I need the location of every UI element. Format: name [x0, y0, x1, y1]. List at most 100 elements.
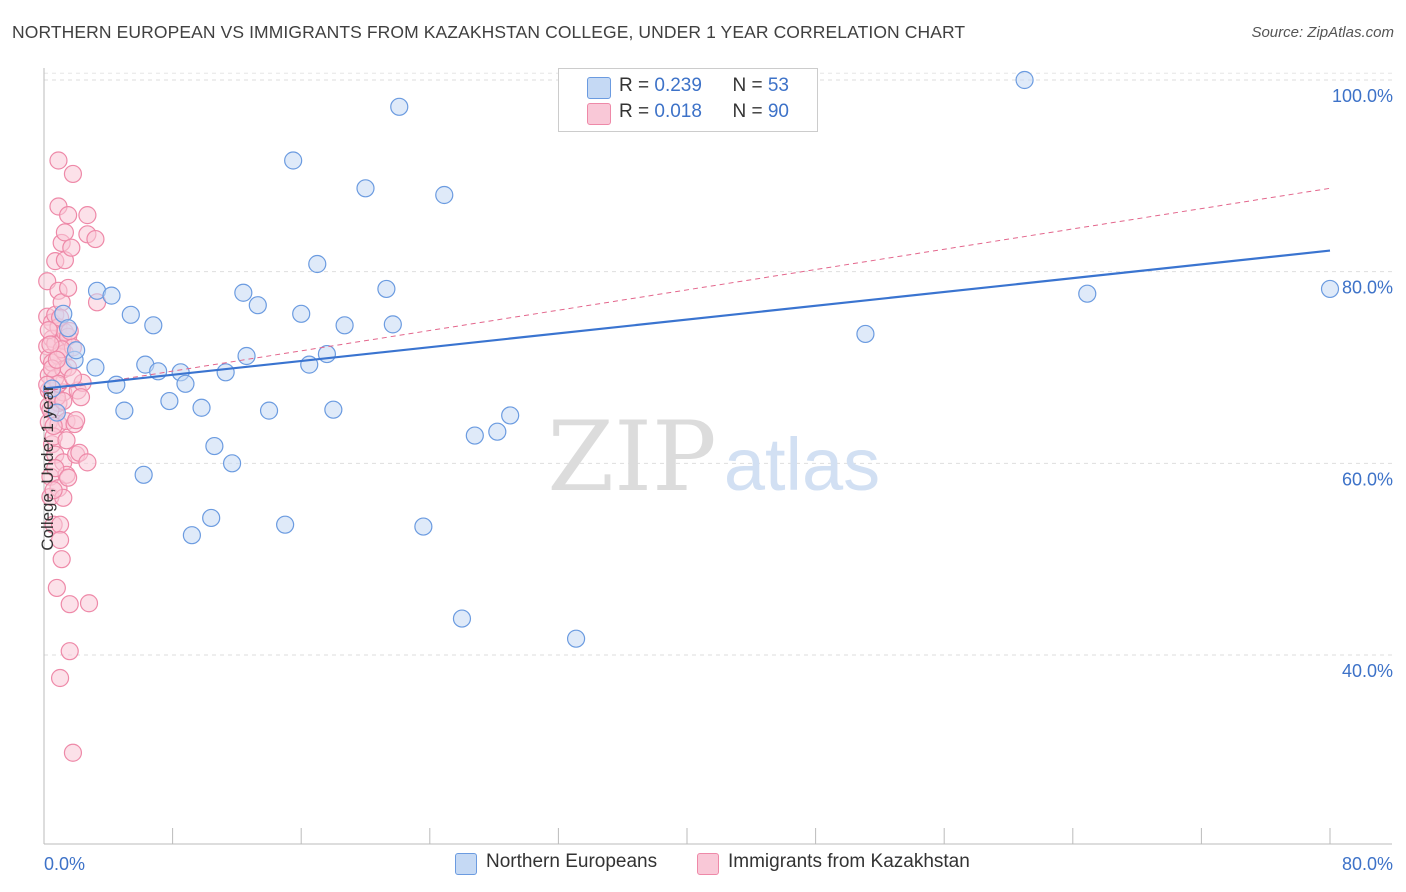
- y-tick-label: 60.0%: [1342, 469, 1393, 489]
- data-point: [452, 609, 472, 628]
- data-point: [356, 179, 375, 198]
- data-point: [50, 530, 70, 550]
- data-point: [488, 422, 507, 441]
- bottom-legend-blue: Northern Europeans: [486, 851, 658, 872]
- data-point: [390, 97, 409, 116]
- data-point: [192, 398, 211, 417]
- data-point: [856, 324, 875, 344]
- data-point: [205, 436, 224, 456]
- data-point: [47, 578, 66, 598]
- data-point: [216, 363, 235, 382]
- y-tick-label: 40.0%: [1342, 661, 1393, 681]
- data-point: [1015, 70, 1034, 90]
- axes: [43, 68, 1392, 845]
- data-point: [67, 341, 86, 360]
- data-point: [324, 400, 343, 419]
- data-point: [501, 406, 520, 425]
- data-point: [102, 286, 121, 305]
- y-tick-label: 80.0%: [1342, 278, 1393, 298]
- trend-lines: [43, 187, 1331, 392]
- data-point: [67, 411, 86, 430]
- data-point: [47, 403, 66, 422]
- legend-n-label: N =: [732, 75, 768, 96]
- y-tick-labels: 40.0% 60.0% 80.0% 100.0%: [1332, 86, 1393, 681]
- data-point: [41, 335, 60, 354]
- chart-title: NORTHERN EUROPEAN VS IMMIGRANTS FROM KAZ…: [12, 22, 966, 42]
- data-point: [107, 375, 126, 394]
- bottom-legend-pink: Immigrants from Kazakhstan: [728, 851, 970, 872]
- legend-row-pink: R = 0.018 N = 90: [619, 101, 789, 127]
- data-point: [63, 743, 83, 762]
- legend-swatch-blue: [587, 77, 611, 99]
- data-point: [86, 229, 105, 249]
- data-point: [182, 526, 201, 545]
- legend-row-blue: R = 0.239 N = 53: [619, 75, 789, 101]
- data-point: [465, 426, 484, 445]
- legend-r-value: 0.239: [654, 75, 702, 96]
- data-point: [1078, 284, 1097, 303]
- data-point: [234, 283, 253, 302]
- data-point: [121, 305, 140, 324]
- legend-n-value: 53: [767, 75, 789, 96]
- data-point: [59, 278, 78, 298]
- data-point: [292, 304, 311, 323]
- data-point: [566, 629, 586, 648]
- data-point: [44, 481, 63, 500]
- data-point: [335, 316, 354, 335]
- y-axis-label: College, Under 1 year: [38, 385, 57, 551]
- watermark-atlas: atlas: [724, 423, 880, 506]
- data-point: [134, 465, 153, 484]
- legend-n-value: 90: [767, 101, 789, 122]
- data-point: [259, 401, 279, 420]
- data-point: [46, 459, 65, 478]
- bottom-legend-swatch-pink: [697, 853, 719, 875]
- data-point: [237, 346, 256, 366]
- data-point: [144, 316, 163, 335]
- data-point: [308, 254, 327, 274]
- legend-r-label: R =: [619, 75, 655, 96]
- data-point: [49, 151, 68, 170]
- data-point: [62, 238, 81, 257]
- data-point: [115, 401, 134, 420]
- data-point: [377, 279, 396, 299]
- trend-line-pink: [43, 187, 1331, 392]
- watermark-zip: ZIP: [547, 401, 716, 513]
- correlation-legend: R = 0.239 N = 53 R = 0.018 N = 90: [558, 68, 818, 132]
- data-point: [79, 594, 99, 613]
- data-point: [276, 515, 295, 534]
- data-point: [59, 319, 78, 338]
- data-point: [63, 367, 83, 387]
- bottom-legend-swatch-blue: [455, 853, 477, 875]
- data-point: [414, 517, 433, 536]
- legend-swatch-pink: [587, 103, 611, 125]
- data-point: [222, 454, 242, 473]
- data-point: [59, 206, 78, 225]
- data-point: [59, 468, 78, 487]
- data-point: [160, 391, 179, 411]
- data-point: [52, 550, 71, 569]
- legend-r-value: 0.018: [654, 101, 702, 122]
- x-tick-label: 0.0%: [44, 854, 85, 874]
- data-point: [50, 668, 70, 688]
- data-point: [176, 374, 195, 393]
- data-point: [248, 296, 267, 315]
- data-point: [435, 185, 454, 205]
- legend-n-label: N =: [732, 101, 768, 122]
- data-point: [202, 508, 221, 528]
- data-point: [1320, 279, 1340, 299]
- legend-r-label: R =: [619, 101, 655, 122]
- data-point: [47, 350, 66, 369]
- data-point: [78, 206, 97, 225]
- x-tick-labels: 0.0% 80.0%: [44, 854, 1393, 874]
- data-point: [78, 453, 97, 472]
- series-northern-europeans: [42, 70, 1340, 648]
- data-point: [63, 164, 83, 184]
- data-point: [60, 595, 79, 614]
- data-point: [60, 642, 79, 661]
- source-label: Source: ZipAtlas.com: [1251, 24, 1394, 41]
- data-point: [86, 358, 105, 377]
- data-point: [55, 223, 74, 242]
- data-point: [284, 151, 303, 170]
- data-point: [71, 388, 91, 407]
